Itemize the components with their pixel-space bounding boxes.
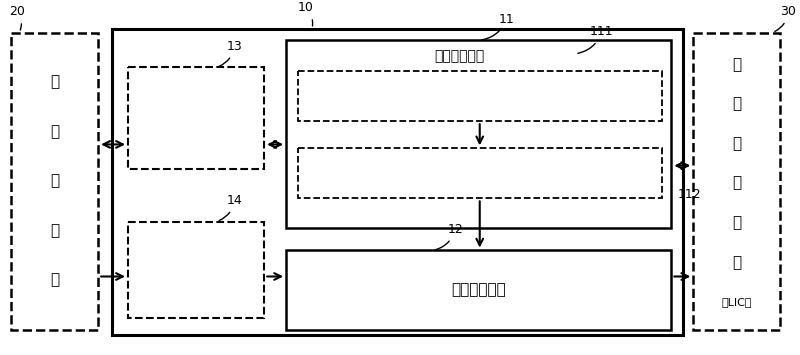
Text: 10: 10: [297, 1, 313, 26]
Text: 111: 111: [578, 26, 614, 53]
Bar: [128, 222, 264, 318]
Text: 合: 合: [732, 57, 742, 72]
Text: 112: 112: [678, 188, 701, 201]
Text: 12: 12: [435, 223, 463, 250]
Text: 听: 听: [732, 175, 742, 191]
Text: 媒体转换模块: 媒体转换模块: [451, 283, 506, 297]
Text: 监: 监: [732, 136, 742, 151]
Text: （LIC）: （LIC）: [722, 297, 752, 307]
Text: 20: 20: [10, 5, 25, 30]
Bar: [286, 40, 671, 228]
Text: 听: 听: [50, 174, 59, 189]
Text: 元: 元: [50, 273, 59, 288]
Text: 监: 监: [50, 124, 59, 139]
Text: 心: 心: [732, 255, 742, 270]
Text: 11: 11: [482, 13, 514, 40]
Bar: [298, 148, 662, 198]
Text: 网: 网: [50, 223, 59, 238]
Text: 模块: 模块: [188, 272, 205, 286]
Text: 法: 法: [732, 96, 742, 111]
Bar: [112, 29, 683, 335]
Text: 14: 14: [219, 194, 242, 220]
Bar: [128, 67, 264, 169]
Text: IP语音信令处理子模块: IP语音信令处理子模块: [441, 90, 519, 103]
Text: 30: 30: [775, 5, 796, 32]
Text: TDM语音信令处理子模块: TDM语音信令处理子模块: [432, 167, 527, 180]
Bar: [286, 251, 671, 329]
Text: 信令处理模块: 信令处理模块: [434, 49, 484, 63]
Text: 被: 被: [50, 75, 59, 89]
Text: 信令接收: 信令接收: [179, 103, 213, 117]
Bar: [11, 33, 98, 329]
Text: 中: 中: [732, 215, 742, 230]
Bar: [694, 33, 780, 329]
Text: 媒体接收: 媒体接收: [179, 255, 213, 269]
Text: 13: 13: [219, 40, 242, 66]
Bar: [298, 71, 662, 121]
Text: 模块: 模块: [188, 121, 205, 135]
